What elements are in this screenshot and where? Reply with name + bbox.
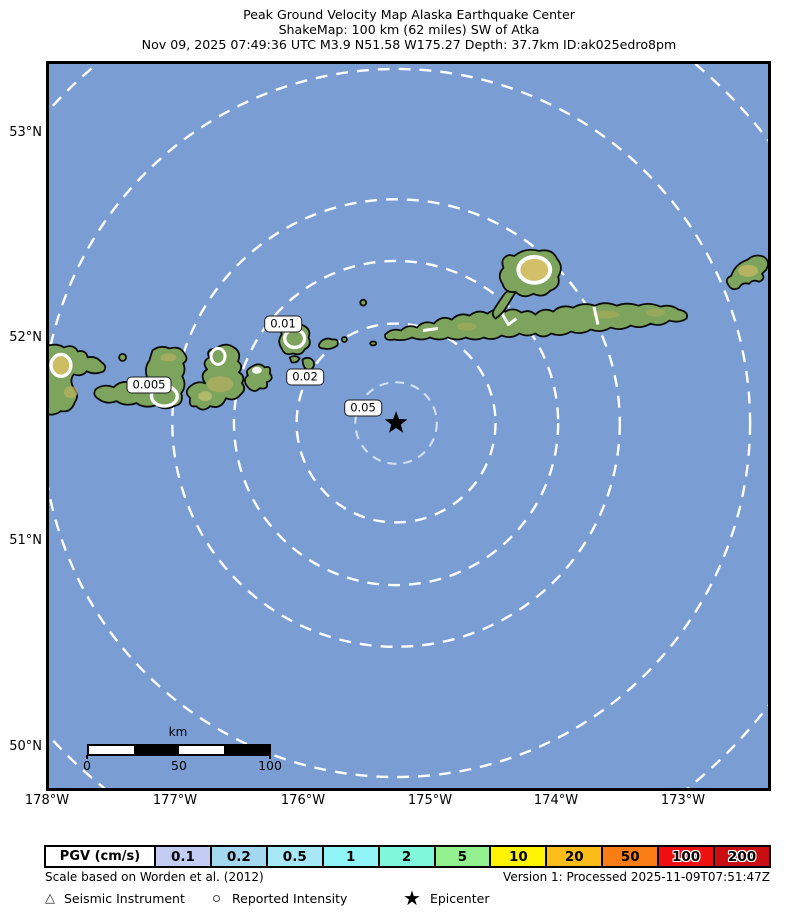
legend-cell-50: 50 <box>603 847 660 866</box>
map-graphics <box>49 64 768 788</box>
scale-bar-segment <box>224 746 269 754</box>
contour-label-0.01: 0.01 <box>264 315 302 333</box>
legend-cell-1: 1 <box>323 847 380 866</box>
triangle-icon: △ <box>45 890 55 906</box>
scale-reference-note: Scale based on Worden et al. (2012) <box>45 870 264 884</box>
legend-cell-value: 20 <box>564 848 584 865</box>
lon-tick-label: 173°W <box>660 793 706 808</box>
legend-cell-100: 100 <box>659 847 716 866</box>
legend-cell-value: 100 <box>672 848 701 865</box>
legend-cell-10: 10 <box>491 847 548 866</box>
title-line-1: Peak Ground Velocity Map Alaska Earthqua… <box>243 7 575 22</box>
islets-mid-chain <box>318 298 378 350</box>
scale-bar-tick-0: 0 <box>83 758 91 773</box>
legend-cell-5: 5 <box>435 847 492 866</box>
symbol-legend-row: △ Seismic Instrument Reported Intensity ★ Ep… <box>45 888 765 908</box>
legend-cell-value: 200 <box>727 848 757 865</box>
epicenter-star <box>384 411 408 433</box>
legend-cell-200: 200 <box>715 847 769 866</box>
pgv-color-legend: PGV (cm/s) 0.1 0.2 0.5 1 2 5 10 20 50 100 200 <box>44 845 771 868</box>
island-west-edge <box>49 343 107 416</box>
symbol-item-circle: Reported Intensity <box>210 888 347 908</box>
island-group <box>49 248 768 416</box>
legend-cell-value: 1 <box>345 848 356 865</box>
lon-tick-label: 178°W <box>24 793 70 808</box>
legend-cell-value: 0.2 <box>226 848 251 865</box>
islet-dot-west <box>118 353 127 362</box>
pgv-contour-rings <box>49 64 768 788</box>
legend-cell-value: 50 <box>620 848 640 865</box>
circle-icon <box>213 894 220 902</box>
pgv-ring-0.02 <box>295 322 497 524</box>
scale-bar <box>87 744 271 756</box>
symbol-label: Epicenter <box>429 890 490 906</box>
legend-cell-value: 2 <box>401 848 412 865</box>
lat-tick-label: 51°N <box>9 533 42 548</box>
lat-tick-label: 53°N <box>9 125 42 140</box>
symbol-item-star: ★ Epicenter <box>403 888 489 908</box>
symbol-label: Seismic Instrument <box>64 890 185 906</box>
island-seguam <box>491 248 562 320</box>
contour-label-0.005: 0.005 <box>126 376 172 394</box>
map-title-block: Peak Ground Velocity Map Alaska Earthqua… <box>40 7 778 52</box>
scale-bar-segment <box>179 746 224 754</box>
island-east-of-atka <box>244 363 273 392</box>
lon-tick-label: 176°W <box>280 793 326 808</box>
legend-title: PGV (cm/s) <box>46 847 156 866</box>
symbol-label: Reported Intensity <box>232 890 348 906</box>
legend-cell-20: 20 <box>547 847 604 866</box>
pgv-ring-0.05 <box>354 381 438 465</box>
legend-cell-value: 10 <box>508 848 528 865</box>
legend-cell-2: 2 <box>379 847 436 866</box>
pgv-ring-0.01 <box>232 259 560 587</box>
title-line-2: ShakeMap: 100 km (62 miles) SW of Atka <box>278 22 540 37</box>
legend-cell-0.1: 0.1 <box>156 847 212 866</box>
scale-bar-segment <box>134 746 179 754</box>
scale-bar-tick-50: 50 <box>171 758 187 773</box>
pgv-ring-356 <box>49 67 752 779</box>
lat-tick-label: 50°N <box>9 739 42 754</box>
legend-cell-value: 0.5 <box>282 848 307 865</box>
island-amlia-chain <box>384 302 688 342</box>
version-processed-text: Version 1: Processed 2025-11-09T07:51:47… <box>503 870 770 884</box>
island-atka <box>185 343 246 411</box>
lat-tick-label: 52°N <box>9 330 42 345</box>
title-line-3: Nov 09, 2025 07:49:36 UTC M3.9 N51.58 W1… <box>141 37 677 52</box>
pgv-ring-470 <box>49 64 768 788</box>
lon-tick-label: 174°W <box>533 793 579 808</box>
legend-cell-0.5: 0.5 <box>267 847 324 866</box>
shakemap-canvas: 0.01 0.02 0.05 0.005 km 0 50 100 <box>46 61 771 791</box>
scale-bar-segment <box>89 746 134 754</box>
pgv-ring-0.005 <box>171 198 622 648</box>
scale-bar-endtick <box>86 755 88 759</box>
scale-bar-tick-100: 100 <box>258 758 282 773</box>
legend-cell-value: 5 <box>457 848 468 865</box>
star-icon: ★ <box>403 886 421 910</box>
legend-cell-value: 0.1 <box>170 848 195 865</box>
contour-label-0.05: 0.05 <box>344 399 382 417</box>
lon-tick-label: 177°W <box>152 793 198 808</box>
island-amukta <box>725 254 768 291</box>
scale-bar-units: km <box>168 725 188 739</box>
lon-tick-label: 175°W <box>407 793 453 808</box>
scale-bar-endtick <box>269 755 271 759</box>
contour-label-0.02: 0.02 <box>286 368 324 386</box>
symbol-item-triangle: △ Seismic Instrument <box>45 888 185 908</box>
legend-cell-0.2: 0.2 <box>211 847 268 866</box>
